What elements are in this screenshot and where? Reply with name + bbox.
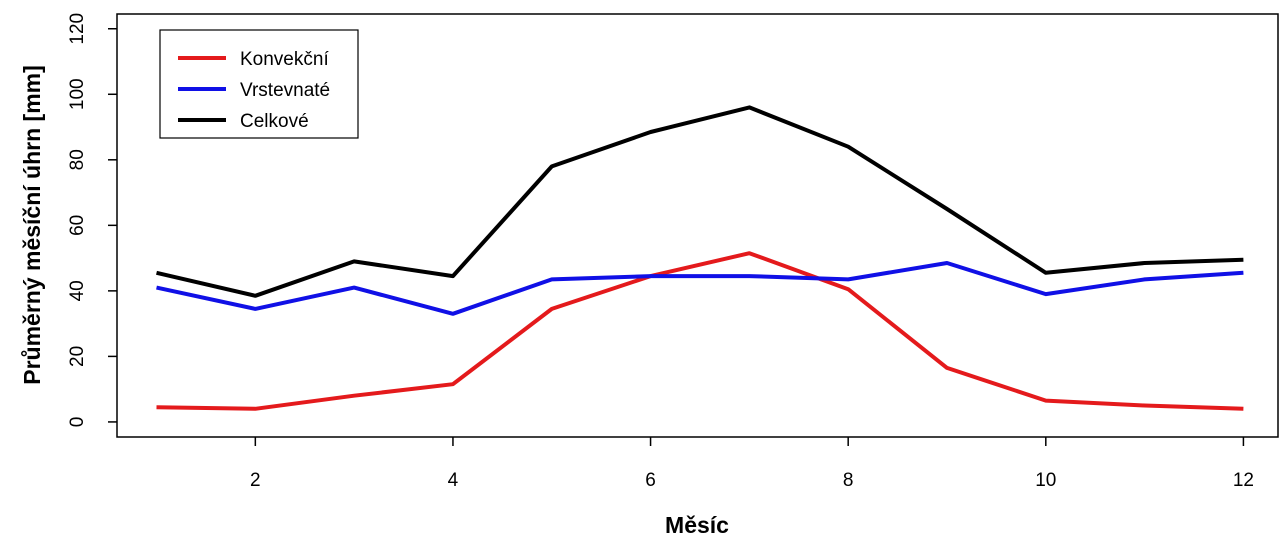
- x-tick-label: 8: [843, 470, 854, 491]
- x-axis: 2 4 6 8 10 12: [250, 437, 1254, 491]
- y-tick-label: 40: [67, 280, 88, 301]
- y-tick-label: 0: [67, 417, 88, 428]
- series-layer: [156, 105, 1244, 411]
- x-tick-label: 4: [448, 470, 459, 491]
- legend: Konvekční Vrstevnaté Celkové: [159, 29, 359, 139]
- x-axis-title: Měsíc: [665, 512, 729, 538]
- y-tick-label: 80: [67, 149, 88, 170]
- legend-label: Vrstevnaté: [240, 80, 330, 101]
- y-axis-title: Průměrný měsíční úhrn [mm]: [19, 65, 45, 385]
- legend-label: Celkové: [240, 111, 309, 132]
- y-tick-label: 100: [67, 78, 88, 110]
- series-line: [156, 251, 1244, 411]
- y-axis: 0 20 40 60 80 100 120: [67, 13, 117, 427]
- x-tick-label: 12: [1233, 470, 1254, 491]
- y-tick-label: 120: [67, 13, 88, 45]
- x-tick-label: 2: [250, 470, 261, 491]
- x-tick-label: 10: [1035, 470, 1056, 491]
- x-tick-label: 6: [645, 470, 656, 491]
- series-line: [156, 261, 1244, 316]
- series-line: [156, 105, 1244, 298]
- legend-label: Konvekční: [240, 49, 329, 70]
- y-tick-label: 20: [67, 346, 88, 367]
- y-tick-label: 60: [67, 215, 88, 236]
